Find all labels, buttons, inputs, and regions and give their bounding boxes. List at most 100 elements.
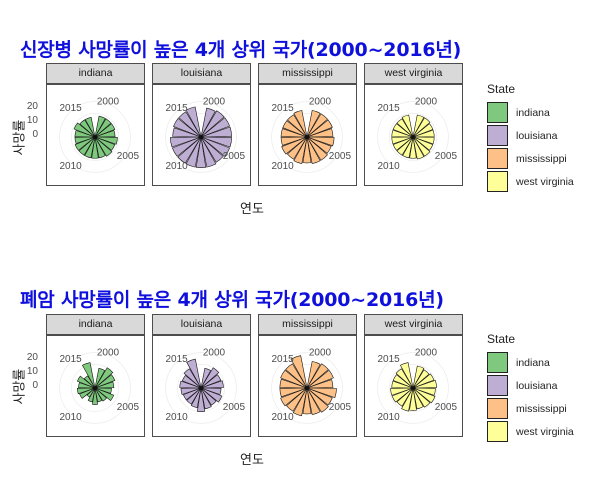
bar-wedge — [392, 123, 414, 138]
facet-strip-label: west virginia — [364, 63, 463, 84]
bar-wedge — [94, 118, 112, 138]
bar-wedge — [412, 379, 437, 389]
bar-wedge — [200, 136, 232, 148]
bar-wedge — [279, 378, 308, 389]
bar-wedge — [401, 114, 414, 138]
bar-wedge — [286, 136, 308, 160]
bar-wedge — [280, 387, 308, 407]
facet-strip-label: mississippi — [258, 314, 357, 335]
bar-wedge — [409, 387, 417, 411]
bar-wedge — [195, 136, 207, 168]
bar-wedge — [94, 367, 106, 389]
x-tick-label: 2010 — [59, 161, 82, 172]
x-tick-label: 2005 — [117, 151, 140, 162]
x-tick-label: 2010 — [377, 161, 400, 172]
bar-wedge — [73, 122, 96, 138]
bar-wedge — [306, 387, 337, 398]
bar-wedge — [279, 387, 308, 398]
x-tick-label: 2015 — [377, 354, 400, 365]
x-tick-label: 2005 — [435, 151, 458, 162]
bar-wedge — [79, 387, 96, 399]
bar-wedge — [412, 387, 431, 408]
bar-wedge — [200, 136, 231, 157]
bar-wedge — [400, 362, 414, 389]
grid-ring — [59, 101, 131, 173]
bar-wedge — [94, 136, 106, 159]
facet-panel: west virginia 2000 2005 2010 2015 — [364, 63, 463, 186]
chart-title: 폐암 사망률이 높은 4개 상위 국가(2000~2016년) — [20, 289, 444, 311]
bar-wedge — [94, 387, 108, 402]
facet-strip-label: louisiana — [152, 314, 251, 335]
bar-wedge — [185, 136, 202, 168]
polar-chart: 2000 2005 2010 2015 — [377, 347, 457, 424]
facet-panel: louisiana 2000 2005 2010 2015 — [152, 63, 251, 186]
plot-area: 2000 2005 2010 2015 — [152, 84, 251, 186]
bar-wedge — [285, 363, 308, 389]
x-tick-label: 2015 — [271, 103, 294, 114]
x-tick-label: 2015 — [165, 103, 188, 114]
bar-wedge — [306, 379, 334, 389]
y-tick-label: 20 — [26, 352, 38, 363]
bar-wedge — [280, 369, 308, 389]
bar-wedge — [390, 387, 414, 396]
x-tick-label: 2010 — [271, 412, 294, 423]
polar-chart: 2000 2005 2010 2015 — [59, 347, 139, 424]
y-tick-label: 20 — [26, 101, 38, 112]
legend-key — [487, 398, 508, 419]
bar-wedge — [94, 367, 114, 389]
grid-ring — [59, 352, 131, 424]
legend-label: west virginia — [516, 176, 574, 188]
bar-wedge — [293, 136, 308, 164]
grid-ring — [377, 352, 449, 424]
bar-wedge — [412, 136, 425, 160]
facet-strip-label: west virginia — [364, 314, 463, 335]
bar-wedge — [293, 110, 308, 138]
bar-wedge — [87, 387, 96, 403]
bar-wedge — [302, 136, 312, 164]
bar-wedge — [94, 136, 116, 151]
bar-wedge — [401, 387, 414, 412]
legend-label: louisiana — [516, 380, 558, 392]
x-tick-label: 2000 — [203, 96, 226, 107]
legend-label: louisiana — [516, 130, 558, 142]
x-tick-label: 2010 — [59, 412, 82, 423]
legend-key — [487, 171, 508, 192]
bar-wedge — [302, 387, 312, 415]
bar-wedge — [306, 387, 333, 406]
grid-ring — [165, 352, 237, 424]
bar-wedge — [412, 387, 436, 396]
bar-wedge — [200, 387, 212, 410]
bar-wedge — [412, 117, 431, 138]
y-tick-label: 10 — [26, 115, 38, 126]
x-axis-label: 연도 — [240, 453, 264, 468]
facet-panel: indiana 2000 2005 2010 2015 — [46, 314, 145, 437]
bar-wedge — [94, 387, 103, 403]
grid-ring — [71, 364, 119, 412]
facet-strip-label: indiana — [46, 63, 145, 84]
bar-wedge — [94, 130, 116, 138]
bar-wedge — [190, 387, 202, 409]
plot-area: 2000 2005 2010 2015 — [46, 335, 145, 437]
bar-wedge — [200, 367, 212, 389]
bar-wedge — [185, 106, 202, 138]
bar-wedge — [306, 113, 328, 138]
facet-panel: west virginia 2000 2005 2010 2015 — [364, 314, 463, 437]
facet-panel: indiana 2000 2005 2010 2015 — [46, 63, 145, 186]
grid-ring — [165, 101, 237, 173]
grid-ring — [389, 364, 437, 412]
bar-wedge — [200, 117, 231, 138]
bar-wedge — [286, 114, 308, 138]
bar-wedge — [306, 363, 329, 389]
bar-wedge — [391, 136, 414, 145]
bar-wedge — [74, 136, 96, 151]
legend-key — [487, 375, 508, 396]
bar-wedge — [306, 110, 321, 138]
x-tick-label: 2015 — [59, 354, 82, 365]
x-tick-label: 2010 — [165, 412, 188, 423]
bar-wedge — [412, 369, 430, 389]
bar-wedge — [94, 136, 118, 145]
bar-wedge — [409, 136, 417, 159]
bar-wedge — [94, 374, 116, 389]
bar-wedge — [306, 136, 321, 164]
bar-wedge — [181, 374, 202, 389]
